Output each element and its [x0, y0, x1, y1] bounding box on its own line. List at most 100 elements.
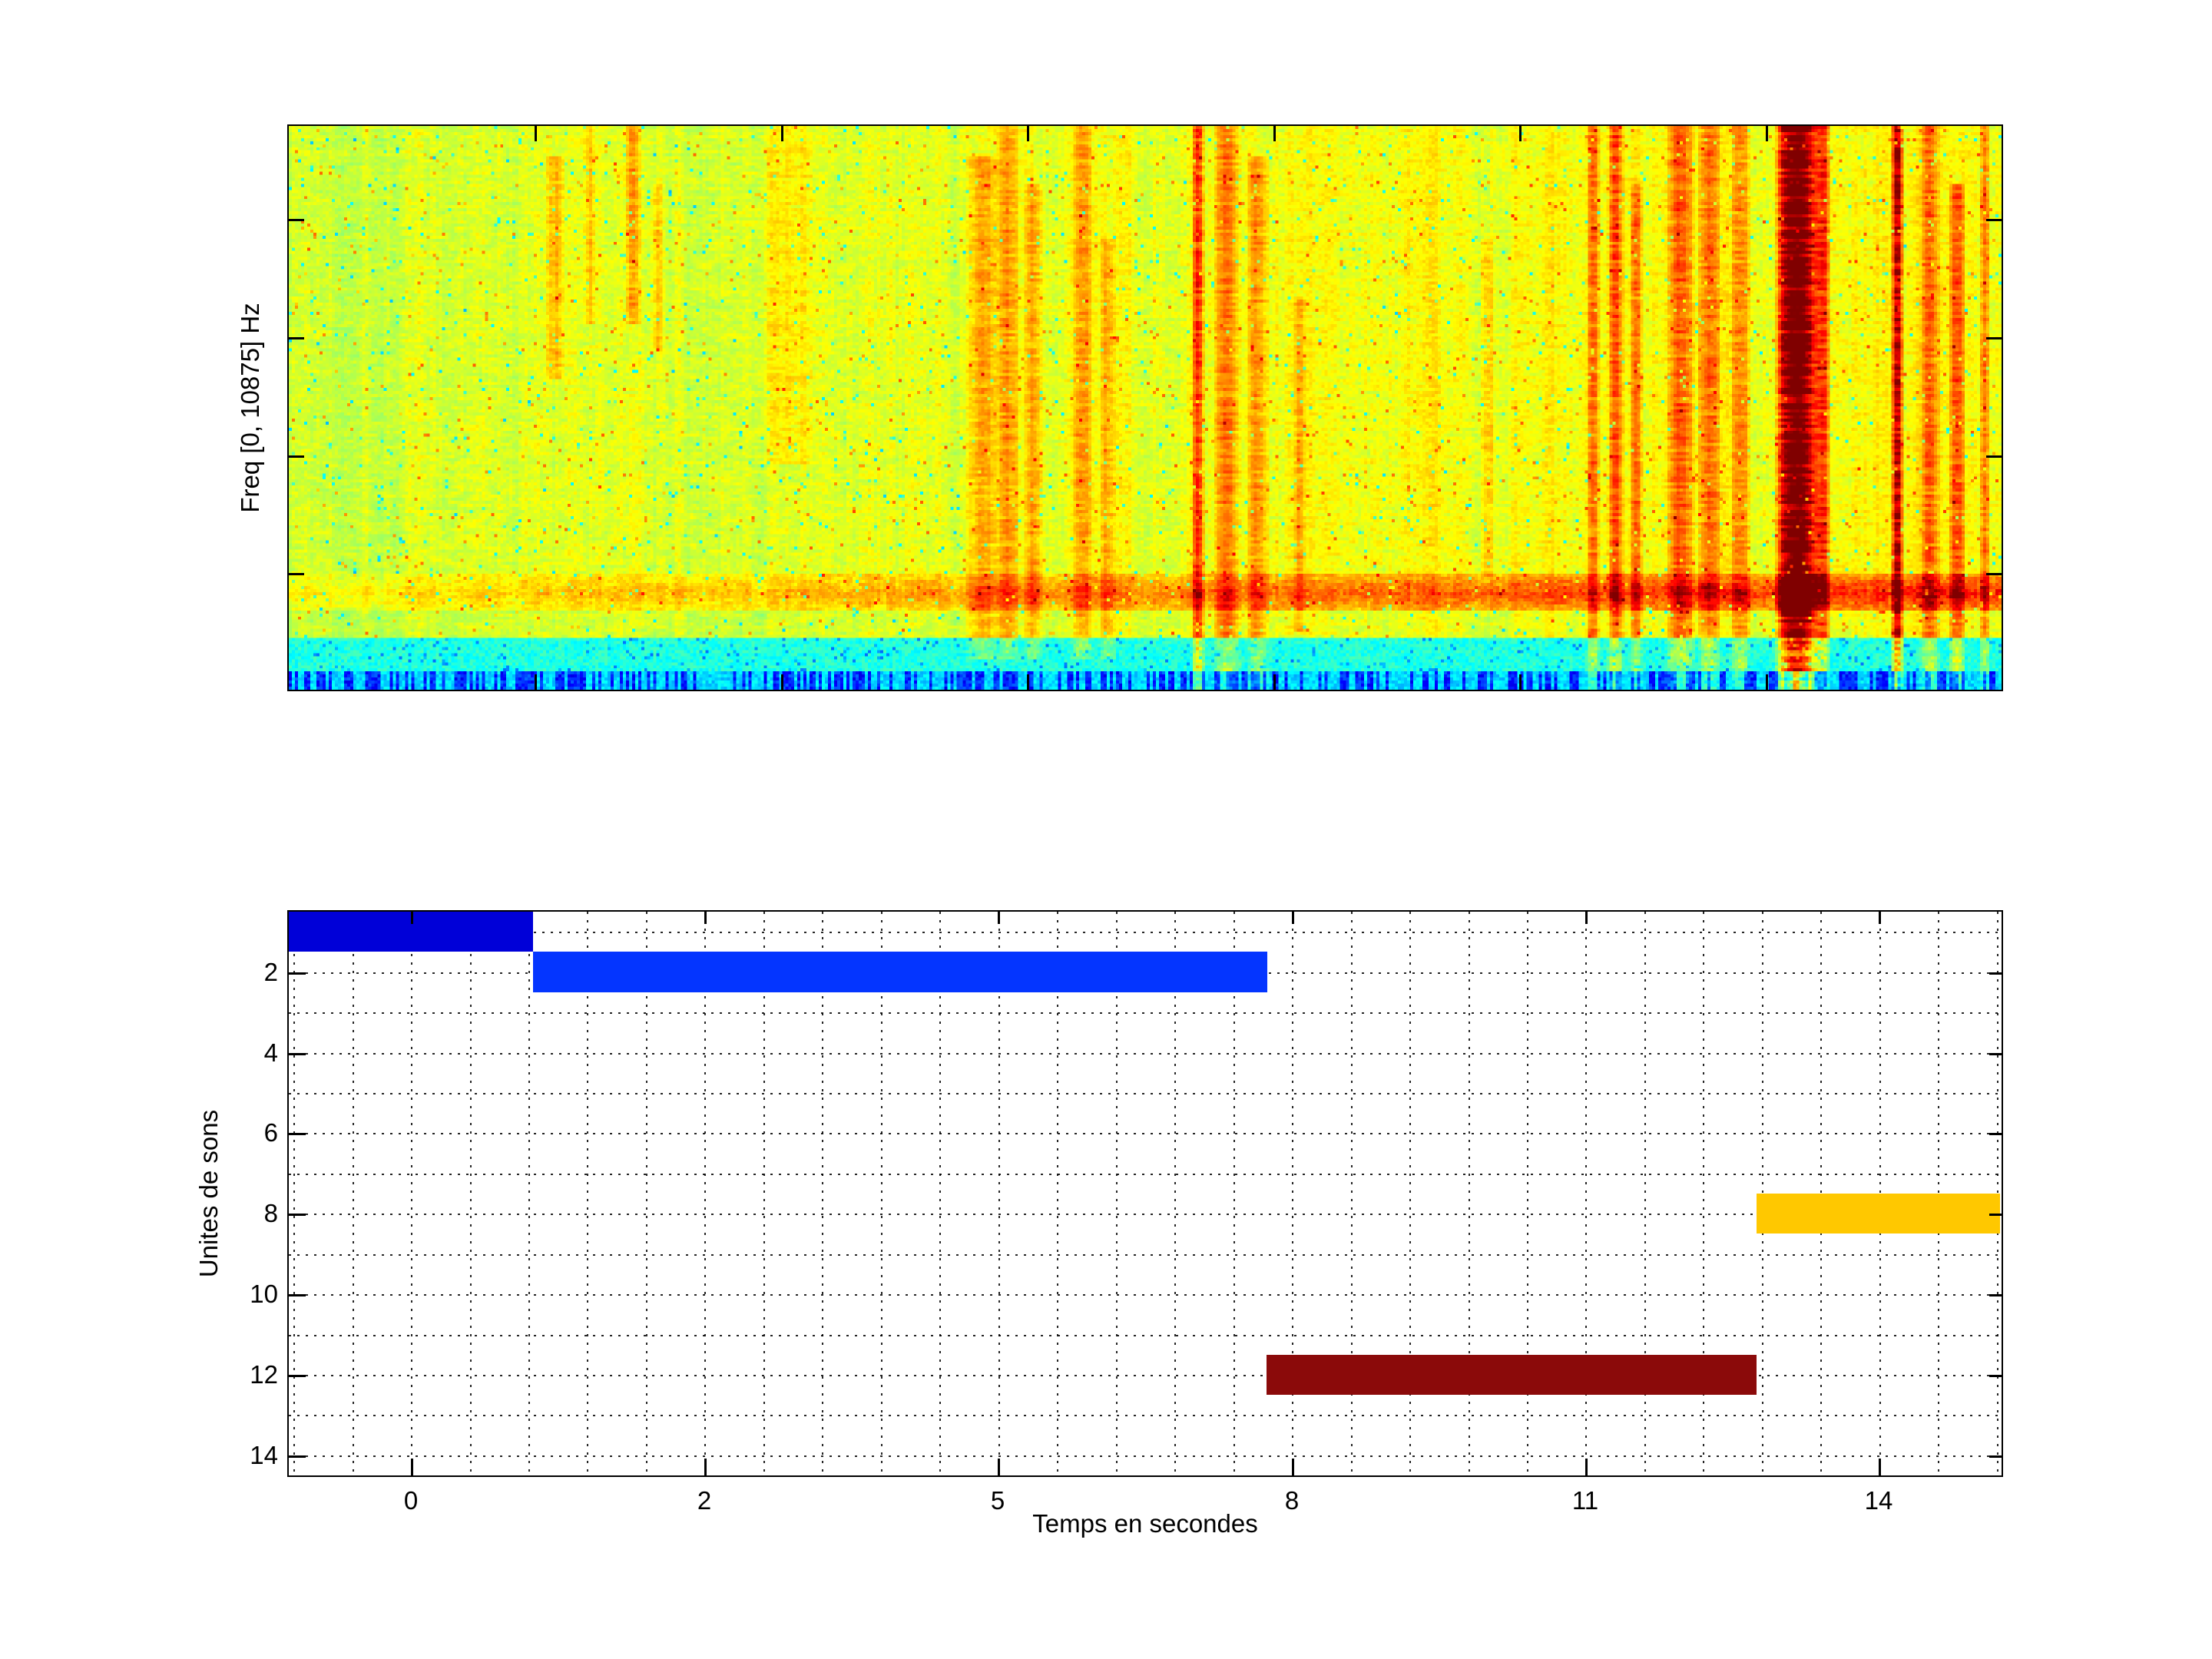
x-tick-label: 8: [1284, 1486, 1300, 1515]
grid-line-horizontal: [289, 932, 2002, 933]
timeline-y-tick: [289, 1133, 306, 1135]
timeline-x-tick: [411, 912, 413, 924]
grid-line-horizontal: [289, 1254, 2002, 1256]
y-tick-label: 6: [263, 1118, 278, 1147]
timeline-ylabel: Unites de sons: [194, 1109, 223, 1278]
timeline-y-tick: [289, 972, 306, 975]
timeline-y-tick: [1989, 1455, 2002, 1458]
grid-line-vertical: [822, 912, 823, 1475]
grid-line-vertical: [1703, 912, 1704, 1475]
grid-line-vertical: [1585, 912, 1587, 1475]
spectrogram-y-tick: [1986, 337, 2002, 339]
spectrogram-x-tick: [1027, 674, 1029, 690]
grid-line-horizontal: [289, 1133, 2002, 1134]
spectrogram-axes: [287, 124, 2003, 691]
grid-line-vertical: [881, 912, 882, 1475]
spectrogram-x-tick: [535, 674, 537, 690]
timeline-x-tick: [1585, 912, 1588, 924]
grid-line-vertical: [1174, 912, 1176, 1475]
grid-line-horizontal: [289, 1012, 2002, 1014]
x-tick-label: 0: [403, 1486, 419, 1515]
timeline-y-tick: [1989, 1294, 2002, 1296]
y-tick-label: 2: [263, 958, 278, 986]
grid-line-vertical: [939, 912, 941, 1475]
spectrogram-x-tick: [1027, 126, 1029, 141]
timeline-x-tick: [704, 1459, 707, 1475]
y-tick-label: 8: [263, 1199, 278, 1227]
grid-line-vertical: [1351, 912, 1353, 1475]
spectrogram-x-tick: [1766, 126, 1768, 141]
timeline-y-tick: [289, 1294, 306, 1296]
spectrogram-y-tick: [289, 337, 304, 339]
timeline-x-tick: [704, 912, 707, 924]
grid-line-horizontal: [289, 1455, 2002, 1457]
grid-line-vertical: [646, 912, 647, 1475]
spectrogram-x-tick: [1519, 126, 1522, 141]
grid-line-horizontal: [289, 1294, 2002, 1296]
y-tick-label: 10: [250, 1280, 278, 1308]
grid-line-vertical: [763, 912, 765, 1475]
timeline-y-tick: [1989, 972, 2002, 975]
timeline-x-tick: [1292, 912, 1294, 924]
spectrogram-x-tick: [1519, 674, 1522, 690]
timeline-y-tick: [1989, 1214, 2002, 1216]
y-tick-label: 4: [263, 1038, 278, 1067]
spectrogram-y-tick: [1986, 455, 2002, 458]
y-tick-label: 12: [250, 1360, 278, 1389]
timeline-x-tick: [998, 912, 1000, 924]
grid-line-vertical: [998, 912, 1000, 1475]
y-tick-label: 14: [250, 1441, 278, 1469]
grid-line-horizontal: [289, 1093, 2002, 1094]
timeline-y-tick: [289, 1214, 306, 1216]
timeline-y-tick: [1989, 1053, 2002, 1055]
grid-line-vertical: [1057, 912, 1058, 1475]
sound-bar: [1757, 1194, 2000, 1233]
grid-line-vertical: [470, 912, 472, 1475]
timeline-y-tick: [289, 1455, 306, 1458]
sound-bar: [533, 952, 1267, 992]
timeline-y-tick: [1989, 1375, 2002, 1377]
x-tick-label: 14: [1864, 1486, 1893, 1515]
spectrogram-y-tick: [1986, 219, 2002, 221]
grid-line-vertical: [353, 912, 354, 1475]
spectrogram-x-tick: [1273, 126, 1276, 141]
grid-line-vertical: [1116, 912, 1118, 1475]
grid-line-vertical: [1469, 912, 1470, 1475]
grid-line-vertical: [587, 912, 588, 1475]
spectrogram-y-tick: [289, 219, 304, 221]
spectrogram-x-tick: [781, 674, 783, 690]
spectrogram-x-tick: [1273, 674, 1276, 690]
timeline-x-tick: [1585, 1459, 1588, 1475]
grid-line-vertical: [1527, 912, 1528, 1475]
spectrogram-x-tick: [1766, 674, 1768, 690]
spectrogram-x-tick: [535, 126, 537, 141]
spectrogram-image: [289, 126, 2002, 690]
grid-line-horizontal: [289, 1415, 2002, 1416]
grid-line-vertical: [1233, 912, 1235, 1475]
timeline-x-tick: [1879, 1459, 1881, 1475]
x-tick-label: 5: [990, 1486, 1005, 1515]
spectrogram-y-tick: [289, 455, 304, 458]
grid-line-horizontal: [289, 1174, 2002, 1175]
timeline-x-tick: [411, 1459, 413, 1475]
sound-bar: [1267, 1355, 1757, 1395]
spectrogram-y-tick: [289, 573, 304, 575]
grid-line-horizontal: [289, 1335, 2002, 1336]
x-tick-label: 11: [1571, 1486, 1599, 1515]
x-tick-label: 2: [697, 1486, 712, 1515]
spectrogram-ylabel: Freq [0, 10875] Hz: [236, 303, 264, 513]
grid-line-vertical: [704, 912, 706, 1475]
timeline-x-tick: [1879, 912, 1881, 924]
grid-line-vertical: [528, 912, 530, 1475]
grid-line-vertical: [293, 912, 295, 1475]
spectrogram-x-tick: [781, 126, 783, 141]
timeline-xlabel: Temps en secondes: [1032, 1509, 1258, 1538]
timeline-y-tick: [1989, 1133, 2002, 1135]
timeline-y-tick: [289, 1375, 306, 1377]
grid-line-vertical: [1409, 912, 1411, 1475]
timeline-axes: [287, 910, 2003, 1477]
timeline-y-tick: [289, 1053, 306, 1055]
spectrogram-y-tick: [1986, 573, 2002, 575]
timeline-x-tick: [998, 1459, 1000, 1475]
